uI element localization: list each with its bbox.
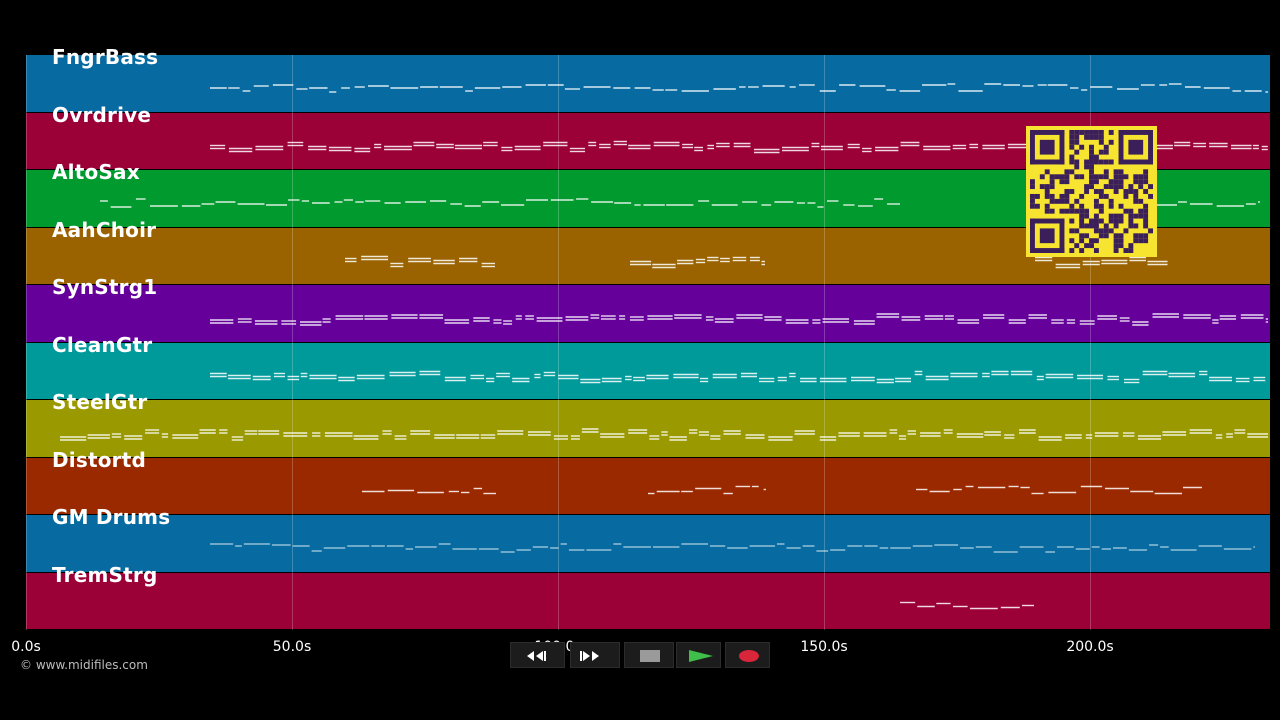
track-lane[interactable]: TremStrg xyxy=(26,563,1270,630)
time-tick-label: 0.0s xyxy=(11,639,41,655)
track-lanes: FngrBass Ovrdrive AltoSax AahChoir SynStrg1 C… xyxy=(26,45,1270,630)
record-button[interactable] xyxy=(725,642,770,668)
track-name: FngrBass xyxy=(52,45,159,69)
transport-controls xyxy=(510,642,770,668)
play-button[interactable] xyxy=(676,642,721,668)
track-lane[interactable]: SteelGtr xyxy=(26,390,1270,458)
track-name: SynStrg1 xyxy=(52,275,158,299)
play-icon xyxy=(689,650,713,662)
time-tick-label: 150.0s xyxy=(800,639,848,655)
track-name: SteelGtr xyxy=(52,390,148,414)
stop-icon xyxy=(640,650,660,662)
track-lane[interactable]: Distortd xyxy=(26,448,1270,515)
time-tick-label: 200.0s xyxy=(1066,639,1114,655)
fast-forward-icon xyxy=(580,651,599,661)
gridline xyxy=(1090,55,1091,630)
track-name: AahChoir xyxy=(52,217,157,242)
track-name: CleanGtr xyxy=(52,332,153,357)
rewind-icon xyxy=(527,651,546,661)
record-icon xyxy=(739,650,759,662)
rewind-button[interactable] xyxy=(510,642,565,668)
track-name: AltoSax xyxy=(52,160,140,184)
gridline xyxy=(292,55,293,630)
track-name: Ovrdrive xyxy=(52,102,152,127)
track-lane[interactable]: GM Drums xyxy=(26,505,1270,573)
qr-code xyxy=(1026,126,1157,257)
track-lane[interactable]: FngrBass xyxy=(26,45,1270,113)
track-lane[interactable]: SynStrg1 xyxy=(26,275,1270,343)
fast-forward-button[interactable] xyxy=(570,642,620,668)
track-name: GM Drums xyxy=(52,505,171,529)
track-lane[interactable]: CleanGtr xyxy=(26,333,1270,400)
track-name: TremStrg xyxy=(52,562,158,587)
gridline xyxy=(824,55,825,630)
stop-button[interactable] xyxy=(624,642,674,668)
track-name: Distortd xyxy=(52,447,147,472)
time-tick-label: 50.0s xyxy=(272,639,312,655)
copyright-text: © www.midifiles.com xyxy=(20,658,148,672)
gridline xyxy=(558,55,559,630)
gridline xyxy=(26,55,27,630)
qr-code-image xyxy=(1030,130,1153,253)
